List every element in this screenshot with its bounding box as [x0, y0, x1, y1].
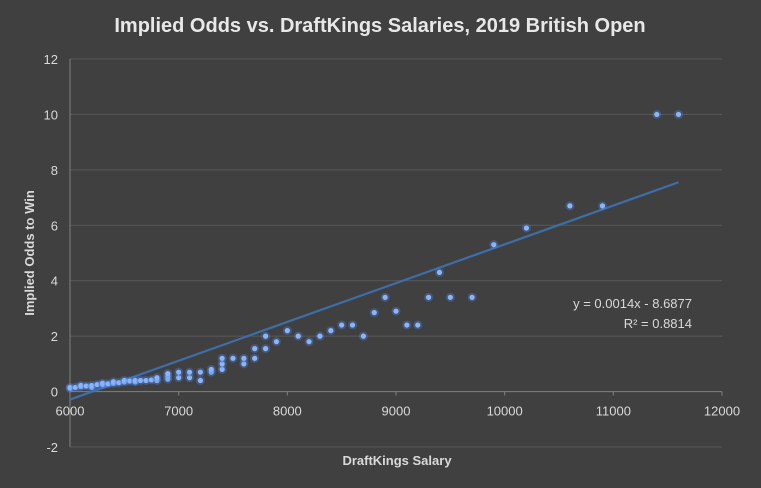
data-point	[654, 111, 660, 118]
data-point	[116, 380, 122, 386]
x-tick-label: 7000	[164, 404, 193, 419]
data-point	[447, 294, 453, 300]
data-point	[186, 375, 193, 381]
data-point	[83, 383, 89, 389]
gridlines	[70, 58, 722, 448]
data-point	[263, 333, 269, 339]
axes: -2 0 2 4 6 8 10 12 6000 7000 8000 9000 10000 11000 120…	[44, 52, 741, 455]
y-tick-label: 2	[51, 329, 58, 344]
x-axis-title: DraftKings Salary	[342, 453, 452, 468]
data-point	[148, 377, 155, 383]
r-squared-label: R² = 0.8814	[624, 316, 692, 331]
x-tick-label: 8000	[273, 404, 302, 419]
data-point	[67, 384, 73, 391]
data-point	[599, 203, 606, 209]
data-points	[65, 109, 684, 393]
data-point	[94, 382, 100, 388]
data-point	[317, 333, 323, 339]
data-point	[100, 380, 106, 386]
data-point	[72, 384, 79, 391]
data-point	[273, 339, 280, 345]
x-tick-label: 10000	[487, 404, 523, 419]
data-point	[208, 366, 214, 372]
x-tick-label: 6000	[56, 404, 85, 419]
data-point	[219, 355, 225, 361]
data-point	[197, 369, 203, 375]
data-point	[78, 382, 84, 389]
data-point	[176, 375, 182, 381]
x-tick-label: 12000	[704, 404, 740, 419]
trendline	[69, 181, 679, 401]
data-point	[127, 378, 133, 384]
trendline-group	[69, 181, 679, 401]
data-point	[306, 339, 312, 345]
data-point	[284, 328, 290, 334]
y-axis-title: Implied Odds to Win	[22, 190, 37, 316]
data-point	[339, 322, 345, 328]
data-point	[263, 346, 269, 352]
data-point	[219, 361, 225, 367]
data-point	[360, 333, 366, 339]
data-point	[241, 355, 247, 361]
y-tick-label: 0	[51, 385, 58, 400]
data-point	[328, 328, 334, 334]
data-point	[252, 355, 258, 361]
data-point	[371, 309, 377, 316]
data-point	[105, 381, 111, 387]
data-point	[523, 225, 530, 231]
data-point	[393, 308, 399, 314]
y-tick-label: 4	[51, 274, 58, 289]
data-point	[110, 379, 117, 385]
data-point	[491, 242, 497, 248]
y-tick-label: 10	[44, 107, 58, 122]
data-point	[154, 375, 160, 381]
data-point	[143, 377, 149, 384]
data-point	[252, 346, 258, 352]
data-point	[567, 203, 573, 209]
data-point	[675, 111, 682, 118]
trendline-equation: y = 0.0014x - 8.6877	[573, 296, 692, 311]
data-point	[382, 294, 388, 300]
data-point	[349, 322, 356, 328]
data-point	[219, 366, 225, 372]
data-point	[404, 322, 410, 328]
chart-title: Implied Odds vs. DraftKings Salaries, 20…	[114, 15, 645, 37]
data-point	[197, 377, 203, 384]
data-point	[436, 269, 443, 275]
data-point	[165, 370, 171, 377]
data-point	[230, 355, 236, 361]
y-tick-label: -2	[46, 440, 58, 455]
y-tick-label: 6	[51, 218, 58, 233]
data-point	[469, 294, 475, 300]
data-point	[241, 361, 247, 367]
data-point	[89, 382, 95, 389]
data-point	[295, 333, 301, 339]
x-tick-label: 9000	[382, 404, 411, 419]
data-point	[426, 294, 432, 300]
data-point	[132, 377, 138, 384]
data-point	[415, 322, 421, 328]
data-point	[186, 369, 193, 375]
y-tick-label: 8	[51, 163, 58, 178]
data-point	[138, 377, 144, 384]
data-point	[121, 377, 127, 384]
data-point	[176, 369, 182, 375]
y-tick-label: 12	[44, 52, 58, 67]
x-tick-label: 11000	[596, 404, 631, 419]
